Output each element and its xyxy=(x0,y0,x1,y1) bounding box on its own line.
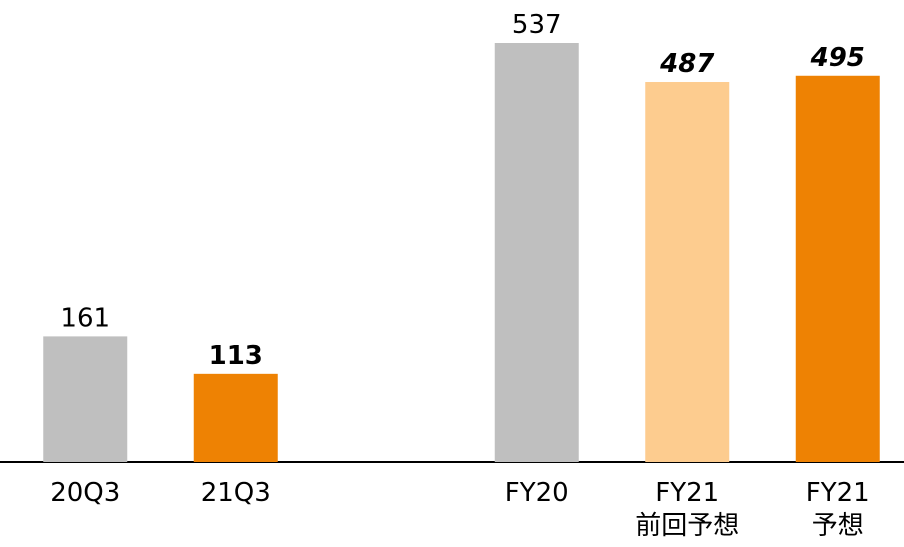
x-tick-label: 21Q3 xyxy=(200,478,271,508)
value-label: 113 xyxy=(209,341,263,371)
value-label: 487 xyxy=(659,49,715,79)
bar xyxy=(494,43,579,462)
value-label: 495 xyxy=(810,43,865,73)
x-tick-label: FY21 予想 xyxy=(805,478,870,541)
bar xyxy=(645,82,730,463)
value-label: 537 xyxy=(512,10,562,40)
x-tick-label: FY21 前回予想 xyxy=(635,478,740,541)
bar xyxy=(43,336,128,462)
bar xyxy=(795,75,880,463)
x-tick-label: 20Q3 xyxy=(50,478,121,508)
x-tick-label: FY20 xyxy=(504,478,569,508)
value-label: 161 xyxy=(60,303,110,333)
bar xyxy=(193,373,278,462)
